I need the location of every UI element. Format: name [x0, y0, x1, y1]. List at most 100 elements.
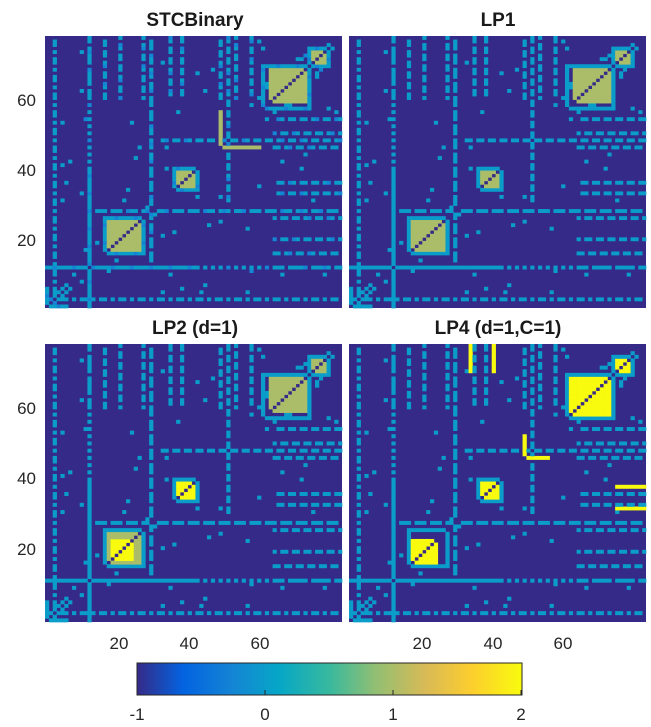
heatmap-cell — [484, 170, 489, 175]
heatmap-cell — [291, 106, 297, 111]
heatmap-cell — [87, 145, 92, 150]
heatmap-cell — [615, 57, 620, 62]
heatmap-cell — [622, 528, 628, 533]
heatmap-cell — [491, 495, 496, 500]
heatmap-cell — [642, 502, 647, 507]
heatmap-cell — [530, 110, 535, 115]
heatmap-cell — [299, 408, 304, 413]
heatmap-cell — [364, 265, 369, 270]
heatmap-cell — [276, 390, 281, 395]
heatmap-cell — [356, 145, 361, 150]
heatmap-cell — [433, 560, 439, 565]
heatmap-cell — [568, 380, 574, 385]
heatmap-cell — [522, 383, 527, 388]
heatmap-cell — [626, 578, 631, 583]
heatmap-cell — [356, 564, 361, 569]
heatmap-cell — [261, 376, 266, 381]
heatmap-cell — [572, 71, 577, 76]
heatmap-cell — [276, 492, 281, 496]
heatmap-cell — [368, 596, 373, 601]
heatmap-cell — [160, 233, 165, 238]
heatmap-cell — [122, 240, 127, 245]
heatmap-cell — [87, 131, 92, 136]
heatmap-cell — [129, 297, 135, 302]
heatmap-cell — [222, 448, 227, 453]
heatmap-cell — [372, 470, 377, 475]
heatmap-cell — [599, 441, 604, 446]
heatmap-cell — [538, 53, 543, 58]
heatmap-cell — [360, 265, 365, 270]
heatmap-cell — [379, 265, 385, 270]
heatmap-cell — [642, 578, 647, 583]
heatmap-cell — [356, 593, 361, 598]
heatmap-cell — [368, 304, 373, 309]
heatmap-cell — [87, 198, 92, 203]
heatmap-cell — [245, 290, 250, 295]
heatmap-cell — [499, 520, 504, 525]
heatmap-cell — [307, 441, 312, 446]
heatmap-cell — [83, 247, 88, 252]
heatmap-cell — [568, 297, 574, 302]
heatmap-cell — [210, 376, 216, 381]
heatmap-cell — [288, 78, 293, 83]
heatmap-cell — [226, 369, 231, 374]
heatmap-cell — [237, 297, 243, 302]
heatmap-cell — [295, 528, 300, 533]
heatmap-cell — [472, 358, 477, 363]
heatmap-cell — [619, 237, 624, 242]
heatmap-cell — [576, 380, 581, 385]
heatmap-cell — [615, 492, 620, 496]
heatmap-cell — [422, 230, 427, 235]
heatmap-cell — [499, 138, 504, 143]
heatmap-cell — [195, 611, 200, 616]
heatmap-cell — [315, 528, 320, 533]
heatmap-cell — [391, 524, 396, 529]
heatmap-cell — [611, 362, 616, 367]
heatmap-cell — [299, 85, 304, 90]
heatmap-cell — [272, 441, 277, 446]
heatmap-cell — [595, 64, 601, 69]
heatmap-cell — [102, 265, 108, 270]
heatmap-cell — [445, 398, 450, 403]
heatmap-cell — [268, 138, 273, 143]
heatmap-cell — [303, 398, 308, 403]
heatmap-cell — [218, 405, 223, 410]
heatmap-cell — [622, 251, 628, 256]
heatmap-cell — [114, 571, 119, 576]
heatmap-cell — [507, 209, 512, 213]
heatmap-cell — [619, 191, 624, 196]
heatmap-cell — [445, 542, 450, 547]
heatmap-cell — [437, 247, 442, 252]
heatmap-cell — [580, 297, 585, 302]
heatmap-cell — [168, 369, 173, 374]
heatmap-cell — [630, 53, 635, 58]
heatmap-cell — [249, 412, 254, 417]
heatmap-cell — [580, 99, 585, 104]
heatmap-cell — [276, 405, 281, 410]
heatmap-cell — [499, 495, 504, 500]
heatmap-cell — [315, 354, 320, 359]
heatmap-cell — [387, 265, 392, 270]
heatmap-cell — [437, 230, 442, 235]
heatmap-cell — [588, 131, 593, 136]
heatmap-cell — [356, 528, 361, 533]
heatmap-cell — [565, 67, 570, 72]
heatmap-cell — [68, 286, 73, 291]
heatmap-cell — [391, 219, 396, 224]
heatmap-cell — [226, 578, 231, 583]
heatmap-cell — [338, 117, 343, 122]
heatmap-cell — [576, 441, 581, 446]
heatmap-cell — [572, 448, 577, 453]
heatmap-cell — [87, 205, 92, 210]
heatmap-cell — [356, 607, 361, 612]
heatmap-cell — [122, 223, 127, 228]
heatmap-cell — [395, 578, 400, 583]
heatmap-cell — [484, 71, 489, 76]
heatmap-cell — [87, 226, 92, 231]
heatmap-cell — [180, 611, 185, 616]
heatmap-cell — [642, 448, 647, 453]
heatmap-cell — [619, 117, 624, 122]
heatmap-cell — [249, 81, 254, 86]
heatmap-cell — [553, 520, 558, 525]
heatmap-cell — [234, 96, 239, 100]
